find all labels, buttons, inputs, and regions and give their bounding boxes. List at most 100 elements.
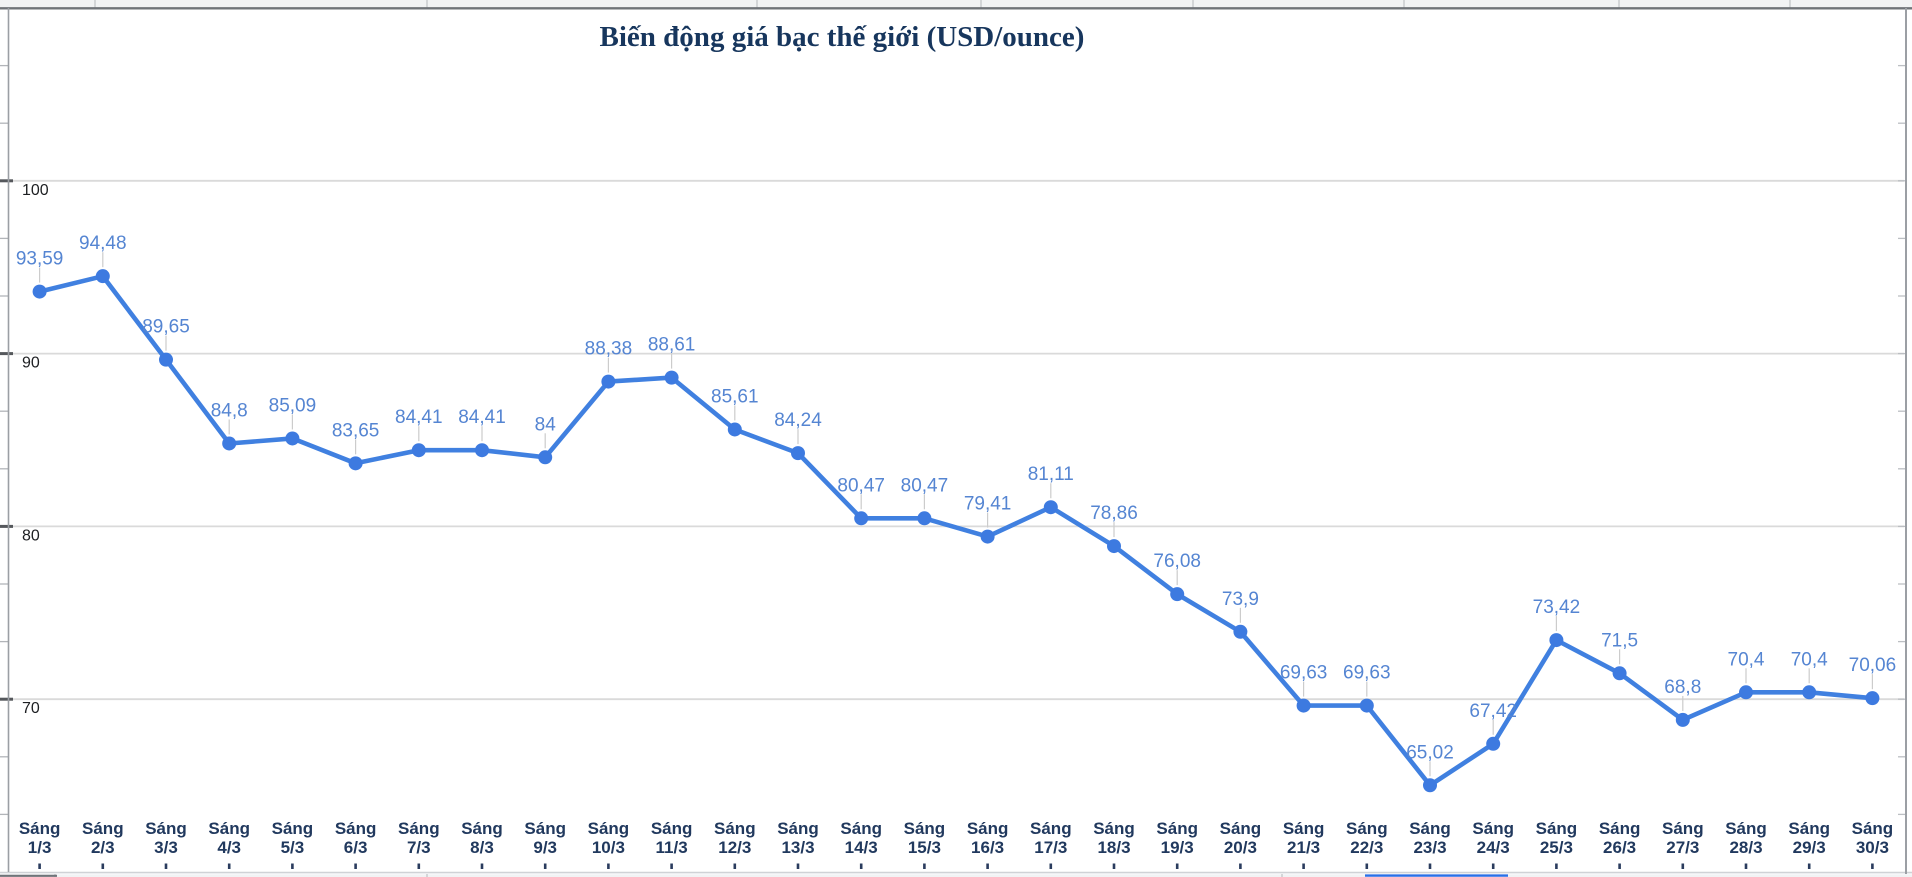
data-point-label: 70,4: [1728, 649, 1765, 670]
data-point-label: 84,24: [774, 410, 822, 431]
data-point-label: 89,65: [142, 317, 190, 338]
data-point: [1359, 698, 1374, 713]
x-axis-label-date: 19/3: [1161, 838, 1194, 857]
axis-ticks: [0, 64, 1906, 816]
x-axis-label-prefix: Sáng: [1599, 819, 1641, 838]
x-axis-tick: [1681, 863, 1685, 869]
x-axis-label-date: 11/3: [656, 838, 688, 857]
x-axis-tick: [291, 863, 294, 869]
data-point-label: 69,63: [1343, 663, 1391, 684]
x-axis-label-date: 16/3: [971, 838, 1004, 857]
x-axis-label-prefix: Sáng: [272, 819, 314, 838]
x-axis-tick: [796, 863, 800, 869]
x-axis-label-prefix: Sáng: [1093, 819, 1135, 838]
x-axis-tick: [1428, 863, 1432, 869]
y-axis-label: 70: [22, 700, 40, 717]
x-axis-label-prefix: Sáng: [1409, 819, 1451, 838]
x-axis-label-date: 27/3: [1666, 838, 1699, 857]
data-point: [1549, 633, 1564, 648]
data-point-label: 84,41: [458, 407, 506, 428]
x-axis-labels: Sáng1/3Sáng2/3Sáng3/3Sáng4/3Sáng5/3Sáng6…: [19, 819, 1893, 869]
price-series: [32, 269, 1880, 793]
x-axis-label-prefix: Sáng: [714, 819, 756, 838]
data-point: [1486, 736, 1501, 751]
x-axis-label-prefix: Sáng: [1852, 819, 1894, 838]
chart-borders: [7, 8, 1907, 874]
data-point-label: 80,47: [901, 475, 949, 496]
x-axis-label-prefix: Sáng: [1662, 819, 1704, 838]
x-axis-label-date: 7/3: [407, 838, 431, 857]
x-axis-label-date: 1/3: [28, 838, 52, 857]
x-axis-tick: [1618, 863, 1621, 869]
x-axis-tick: [38, 863, 41, 869]
x-axis-label-prefix: Sáng: [588, 819, 630, 838]
y-axis-label: 100: [22, 182, 49, 199]
data-point: [601, 374, 616, 389]
x-axis-tick: [986, 863, 989, 869]
x-axis-tick: [1871, 863, 1874, 869]
data-point: [854, 511, 869, 526]
x-axis-label-prefix: Sáng: [1725, 819, 1767, 838]
y-axis-labels: 100 90 80 70: [22, 182, 49, 717]
data-point: [1612, 666, 1627, 681]
x-axis-label-date: 20/3: [1224, 838, 1257, 857]
x-axis-label-date: 26/3: [1603, 838, 1636, 857]
x-axis-tick: [859, 863, 863, 869]
x-axis-label-prefix: Sáng: [1472, 819, 1514, 838]
data-point: [1423, 778, 1437, 793]
x-axis-label-prefix: Sáng: [335, 819, 377, 838]
x-axis-label-prefix: Sáng: [1156, 819, 1198, 838]
x-axis-label-date: 21/3: [1287, 838, 1320, 857]
x-axis-label-prefix: Sáng: [1536, 819, 1578, 838]
x-axis-tick: [1239, 863, 1242, 869]
data-point-label: 69,63: [1280, 663, 1328, 684]
data-point: [285, 431, 300, 446]
top-band: [0, 0, 1912, 8]
x-axis-label-prefix: Sáng: [145, 819, 187, 838]
x-axis-label-prefix: Sáng: [651, 819, 693, 838]
series-line: [37, 273, 1875, 788]
x-axis-label-prefix: Sáng: [19, 819, 61, 838]
x-axis-tick: [1491, 863, 1495, 869]
data-point-label: 76,08: [1153, 551, 1201, 572]
data-point: [538, 450, 553, 465]
x-axis-tick: [670, 863, 673, 869]
data-point: [1107, 539, 1121, 554]
data-point-label: 65,02: [1406, 742, 1454, 763]
data-point: [917, 511, 932, 526]
data-point: [1233, 624, 1248, 639]
x-axis-label-date: 5/3: [281, 838, 305, 857]
x-axis-tick: [227, 863, 231, 869]
x-axis-tick: [1807, 863, 1811, 869]
data-point: [664, 370, 679, 385]
x-axis-label-date: 12/3: [718, 838, 751, 857]
x-axis-label-prefix: Sáng: [1788, 819, 1830, 838]
gridlines: [0, 179, 1912, 874]
data-point: [348, 456, 363, 471]
x-axis-label-prefix: Sáng: [967, 819, 1009, 838]
data-point: [791, 446, 805, 461]
x-axis-label-prefix: Sáng: [1030, 819, 1072, 838]
x-axis-label-date: 4/3: [217, 838, 241, 857]
x-axis-label-date: 9/3: [533, 838, 557, 857]
data-point-label: 84,41: [395, 407, 443, 428]
x-axis-label-prefix: Sáng: [398, 819, 440, 838]
x-axis-tick: [164, 863, 168, 869]
x-axis-tick: [607, 863, 610, 869]
x-axis-tick: [733, 863, 737, 869]
chart-title: Biến động giá bạc thế giới (USD/ounce): [600, 21, 1085, 53]
x-axis-tick: [1555, 863, 1558, 869]
data-point-label: 71,5: [1601, 630, 1638, 651]
x-axis-label-prefix: Sáng: [524, 819, 566, 838]
x-axis-label-prefix: Sáng: [461, 819, 503, 838]
data-point: [1802, 685, 1817, 700]
x-axis-label-prefix: Sáng: [82, 819, 124, 838]
x-axis-label-date: 25/3: [1540, 838, 1573, 857]
data-point: [1043, 500, 1058, 515]
x-axis-label-date: 15/3: [908, 838, 941, 857]
y-axis-label: 80: [22, 527, 40, 544]
data-point-label: 81,11: [1028, 464, 1074, 485]
x-axis-label-date: 3/3: [154, 838, 178, 857]
data-point-label: 83,65: [332, 420, 380, 441]
data-point-label: 79,41: [964, 494, 1012, 515]
